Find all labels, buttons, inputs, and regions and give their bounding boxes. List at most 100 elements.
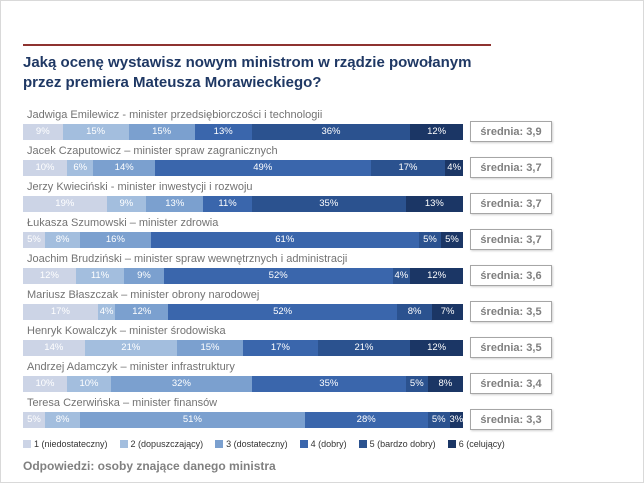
average-box: średnia: 3,3 [470, 409, 552, 430]
bar-segment: 5% [23, 232, 45, 248]
legend: 1 (niedostateczny) 2 (dopuszczający) 3 (do… [23, 439, 505, 449]
bar-segment: 8% [427, 376, 463, 392]
legend-label: 5 (bardzo dobry) [369, 439, 436, 449]
bar-segment: 9% [23, 124, 63, 140]
chart-title: Jaką ocenę wystawisz nowym ministrom w r… [23, 54, 472, 91]
legend-swatch [23, 440, 31, 448]
bar-segment: 14% [93, 160, 155, 176]
legend-label: 3 (dostateczny) [226, 439, 288, 449]
bar-segment: 15% [128, 124, 195, 140]
bar-segment: 19% [23, 196, 107, 212]
bar-segment: 10% [67, 376, 111, 392]
bar-segment: 52% [168, 304, 397, 320]
bar-segment: 5% [23, 412, 45, 428]
chart-row: Jerzy Kwieciński - minister inwestycji i… [23, 181, 623, 217]
chart-row: Łukasza Szumowski – minister zdrowia 5% 8… [23, 217, 623, 253]
bar: 10% 6% 14% 49% 17% 4% [23, 160, 463, 176]
minister-label: Andrzej Adamczyk – minister infrastruktu… [27, 361, 235, 373]
bar-segment: 15% [176, 340, 243, 356]
legend-item: 5 (bardzo dobry) [358, 439, 436, 449]
bar-segment: 51% [80, 412, 305, 428]
bar-segment: 17% [23, 304, 98, 320]
bar: 5% 8% 16% 61% 5% 5% [23, 232, 463, 248]
bar-segment: 12% [115, 304, 169, 320]
minister-label: Mariusz Błaszczak – minister obrony naro… [27, 289, 260, 301]
legend-label: 1 (niedostateczny) [34, 439, 108, 449]
chart-row: Teresa Czerwińska – minister finansów 5%… [23, 397, 623, 433]
bar-segment: 12% [410, 124, 463, 140]
bar-segment: 13% [146, 196, 204, 212]
legend-swatch [447, 440, 456, 448]
bar-segment: 8% [396, 304, 433, 320]
legend-label: 2 (dopuszczający) [130, 439, 204, 449]
average-box: średnia: 3,9 [470, 121, 552, 142]
minister-label: Teresa Czerwińska – minister finansów [27, 397, 218, 409]
bar: 12% 11% 9% 52% 4% 12% [23, 268, 463, 284]
bar-segment: 4% [392, 268, 411, 284]
chart-row: Mariusz Błaszczak – minister obrony naro… [23, 289, 623, 325]
minister-label: Jadwiga Emilewicz - minister przedsiębio… [27, 109, 323, 121]
bar-segment: 61% [150, 232, 419, 248]
average-box: średnia: 3,5 [470, 301, 552, 322]
bar-segment: 11% [75, 268, 125, 284]
footer-note: Odpowiedzi: osoby znające danego ministr… [23, 459, 276, 473]
bar: 5% 8% 51% 28% 5% 3% [23, 412, 463, 428]
chart-row: Andrzej Adamczyk – minister infrastruktu… [23, 361, 623, 397]
average-box: średnia: 3,5 [470, 337, 552, 358]
bar-segment: 12% [410, 268, 463, 284]
bar-segment: 28% [304, 412, 428, 428]
bar-segment: 21% [84, 340, 177, 356]
legend-item: 3 (dostateczny) [215, 439, 288, 449]
legend-swatch [215, 440, 224, 448]
legend-swatch [358, 440, 367, 448]
legend-label: 6 (celujący) [458, 439, 505, 449]
bar-segment: 52% [163, 268, 393, 284]
legend-swatch [299, 440, 308, 448]
legend-item: 6 (celujący) [447, 439, 505, 449]
legend-item: 1 (niedostateczny) [23, 439, 108, 449]
bar-segment: 21% [317, 340, 411, 356]
bar-segment: 13% [194, 124, 252, 140]
average-box: średnia: 3,6 [470, 265, 552, 286]
bar-segment: 3% [449, 412, 463, 428]
chart-row: Jacek Czaputowicz – minister spraw zagra… [23, 145, 623, 181]
bar: 17% 4% 12% 52% 8% 7% [23, 304, 463, 320]
average-box: średnia: 3,4 [470, 373, 552, 394]
bar-segment: 17% [242, 340, 318, 356]
chart-rows: Jadwiga Emilewicz - minister przedsiębio… [23, 109, 623, 433]
bar: 9% 15% 15% 13% 36% 12% [23, 124, 463, 140]
average-box: średnia: 3,7 [470, 193, 552, 214]
bar-segment: 8% [45, 412, 81, 428]
bar-segment: 16% [80, 232, 151, 248]
bar-segment: 14% [23, 340, 85, 356]
legend-item: 2 (dopuszczający) [119, 439, 204, 449]
bar-segment: 8% [45, 232, 81, 248]
bar: 19% 9% 13% 11% 35% 13% [23, 196, 463, 212]
minister-label: Joachim Brudziński – minister spraw wewn… [27, 253, 348, 265]
average-box: średnia: 3,7 [470, 157, 552, 178]
bar-segment: 12% [23, 268, 76, 284]
average-box: średnia: 3,7 [470, 229, 552, 250]
bar-segment: 11% [203, 196, 252, 212]
bar-segment: 13% [405, 196, 463, 212]
bar-segment: 35% [251, 376, 406, 392]
bar-segment: 5% [427, 412, 450, 428]
bar-segment: 12% [410, 340, 463, 356]
bar-segment: 5% [405, 376, 428, 392]
bar-segment: 49% [154, 160, 371, 176]
bar-segment: 7% [432, 304, 463, 320]
chart-row: Jadwiga Emilewicz - minister przedsiębio… [23, 109, 623, 145]
bar: 14% 21% 15% 17% 21% 12% [23, 340, 463, 356]
bar-segment: 10% [23, 160, 67, 176]
bar-segment: 9% [124, 268, 164, 284]
bar-segment: 9% [106, 196, 147, 212]
minister-label: Łukasza Szumowski – minister zdrowia [27, 217, 219, 229]
minister-label: Jacek Czaputowicz – minister spraw zagra… [27, 145, 278, 157]
chart-row: Joachim Brudziński – minister spraw wewn… [23, 253, 623, 289]
title-divider [23, 44, 491, 46]
legend-label: 4 (dobry) [310, 439, 347, 449]
legend-item: 4 (dobry) [299, 439, 347, 449]
bar-segment: 5% [440, 232, 463, 248]
bar-segment: 5% [418, 232, 441, 248]
